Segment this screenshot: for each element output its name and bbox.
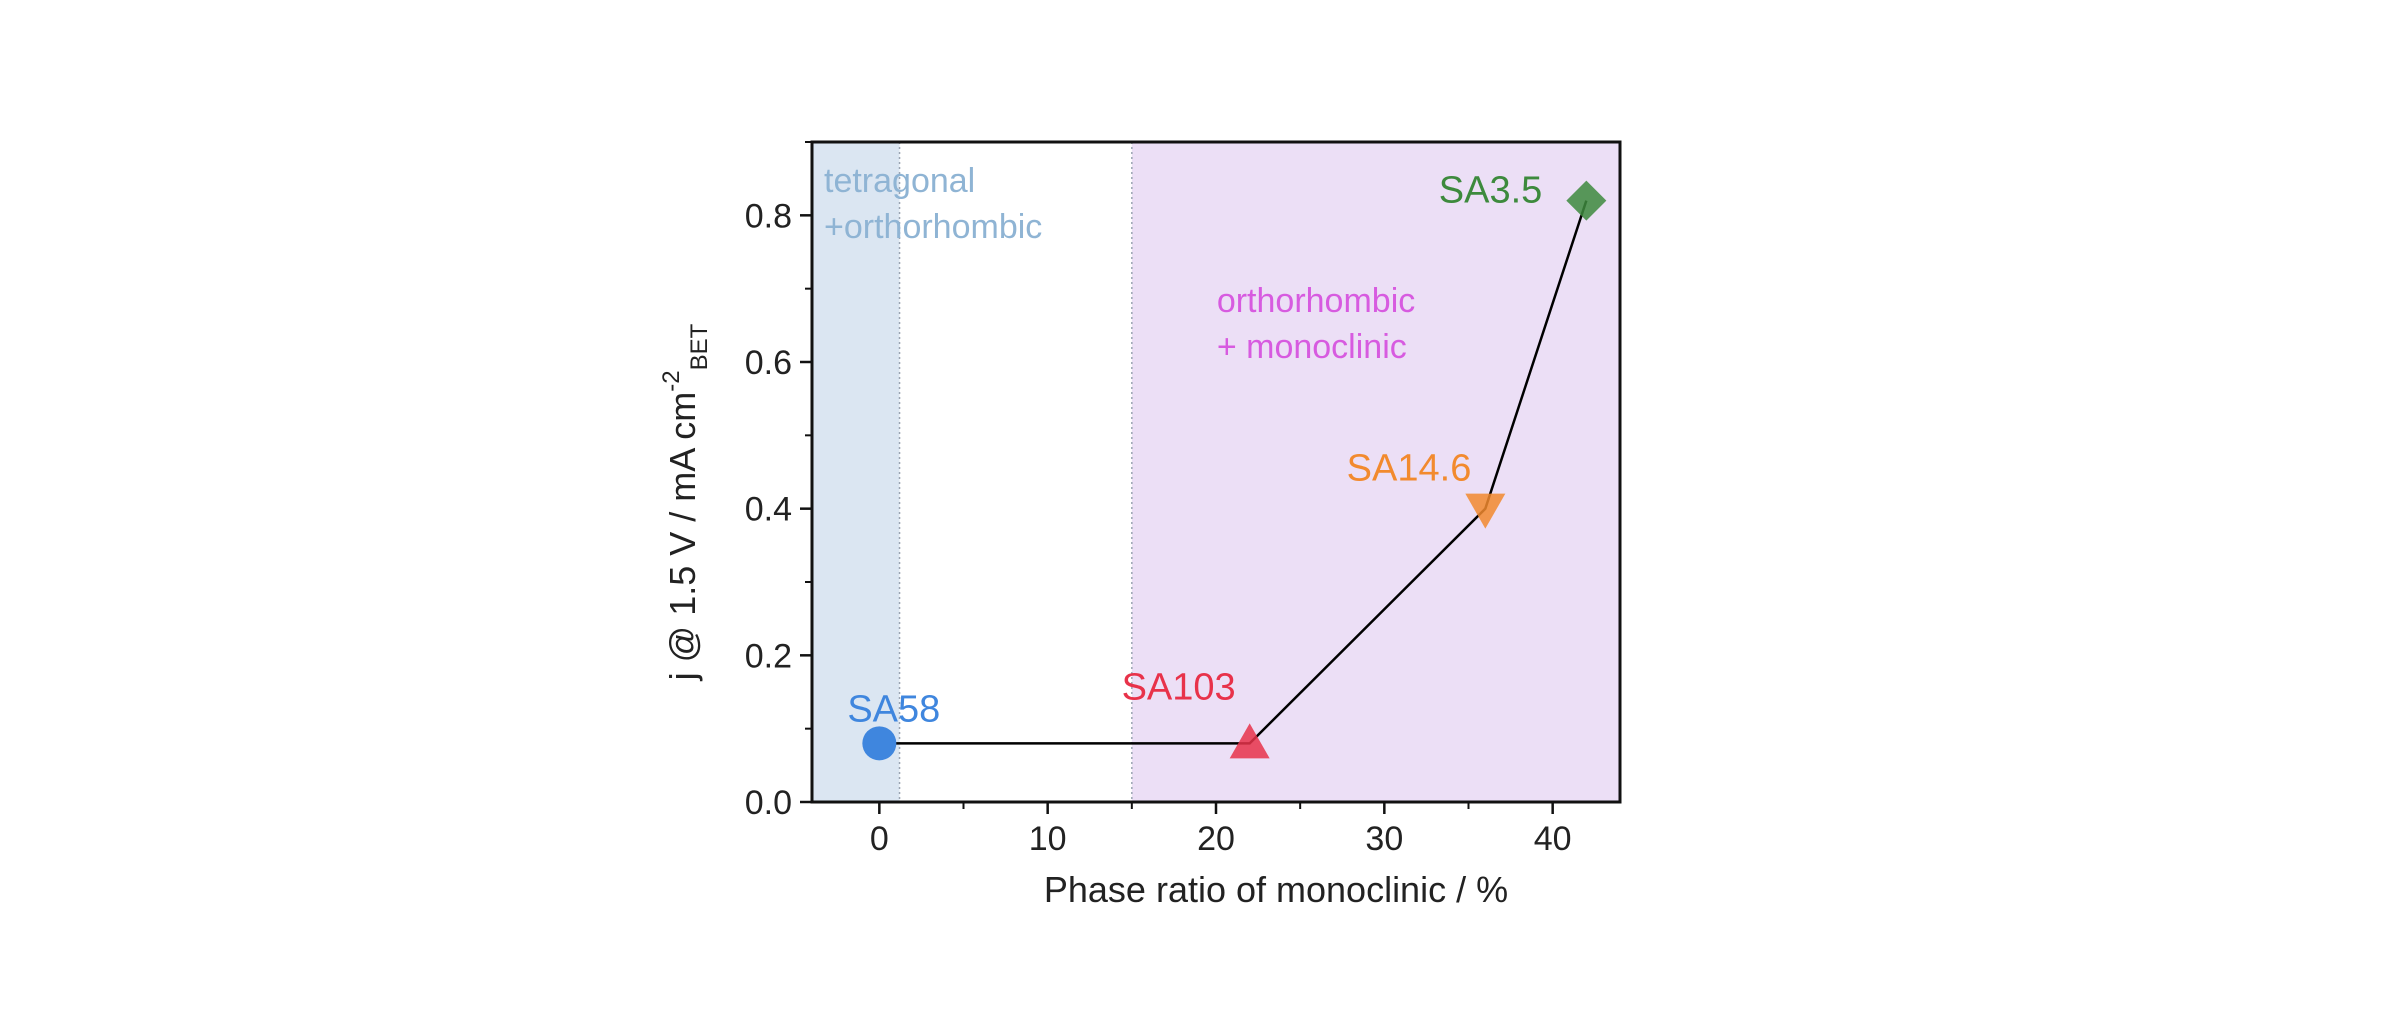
y-tick-label: 0.0 [745,784,792,822]
x-tick-label: 10 [1029,820,1067,858]
y-axis: 0.0 0.2 0.4 0.6 0.8 [745,141,812,822]
point-sa103-label: SA103 [1122,666,1236,708]
point-sa58-label: SA58 [847,688,940,730]
data-points [862,180,1607,761]
x-tick-label: 0 [870,820,889,858]
y-tick-label: 0.4 [745,491,792,529]
region-labels: tetragonal +orthorhombic orthorhombic + mon… [824,162,1415,366]
point-labels: SA58 SA103 SA14.6 SA3.5 [847,170,1542,731]
region-0 [812,142,900,802]
y-axis-title-superscript: -2 [658,370,685,391]
y-axis-title: j @ 1.5 V / mA cm-2BET [658,323,713,681]
region-label-line: + monoclinic [1217,328,1407,366]
x-axis: 0 10 20 30 40 [870,802,1572,858]
x-tick-label: 30 [1365,820,1403,858]
point-sa3-5-marker [1566,180,1607,221]
region-label-line: +orthorhombic [824,208,1042,246]
x-tick-label: 40 [1534,820,1572,858]
region-1 [1131,142,1620,802]
x-axis-title: Phase ratio of monoclinic / % [1044,869,1508,910]
y-axis-title-main: j @ 1.5 V / mA cm [662,392,703,682]
y-tick-label: 0.6 [745,344,792,382]
phase-regions [812,142,1620,802]
trend-line [879,200,1588,745]
y-tick-label: 0.2 [745,637,792,675]
point-sa103-marker [1229,723,1270,759]
y-tick-label: 0.8 [745,197,792,235]
point-sa3-5-label: SA3.5 [1439,170,1543,212]
x-tick-label: 20 [1197,820,1235,858]
region-label-line: tetragonal [824,162,975,200]
point-sa58-marker [862,726,897,761]
point-sa14-6-marker [1465,493,1506,529]
y-axis-title-subscript: BET [686,323,713,370]
region-label-line: orthorhombic [1217,282,1415,320]
point-sa14-6-label: SA14.6 [1347,448,1472,490]
